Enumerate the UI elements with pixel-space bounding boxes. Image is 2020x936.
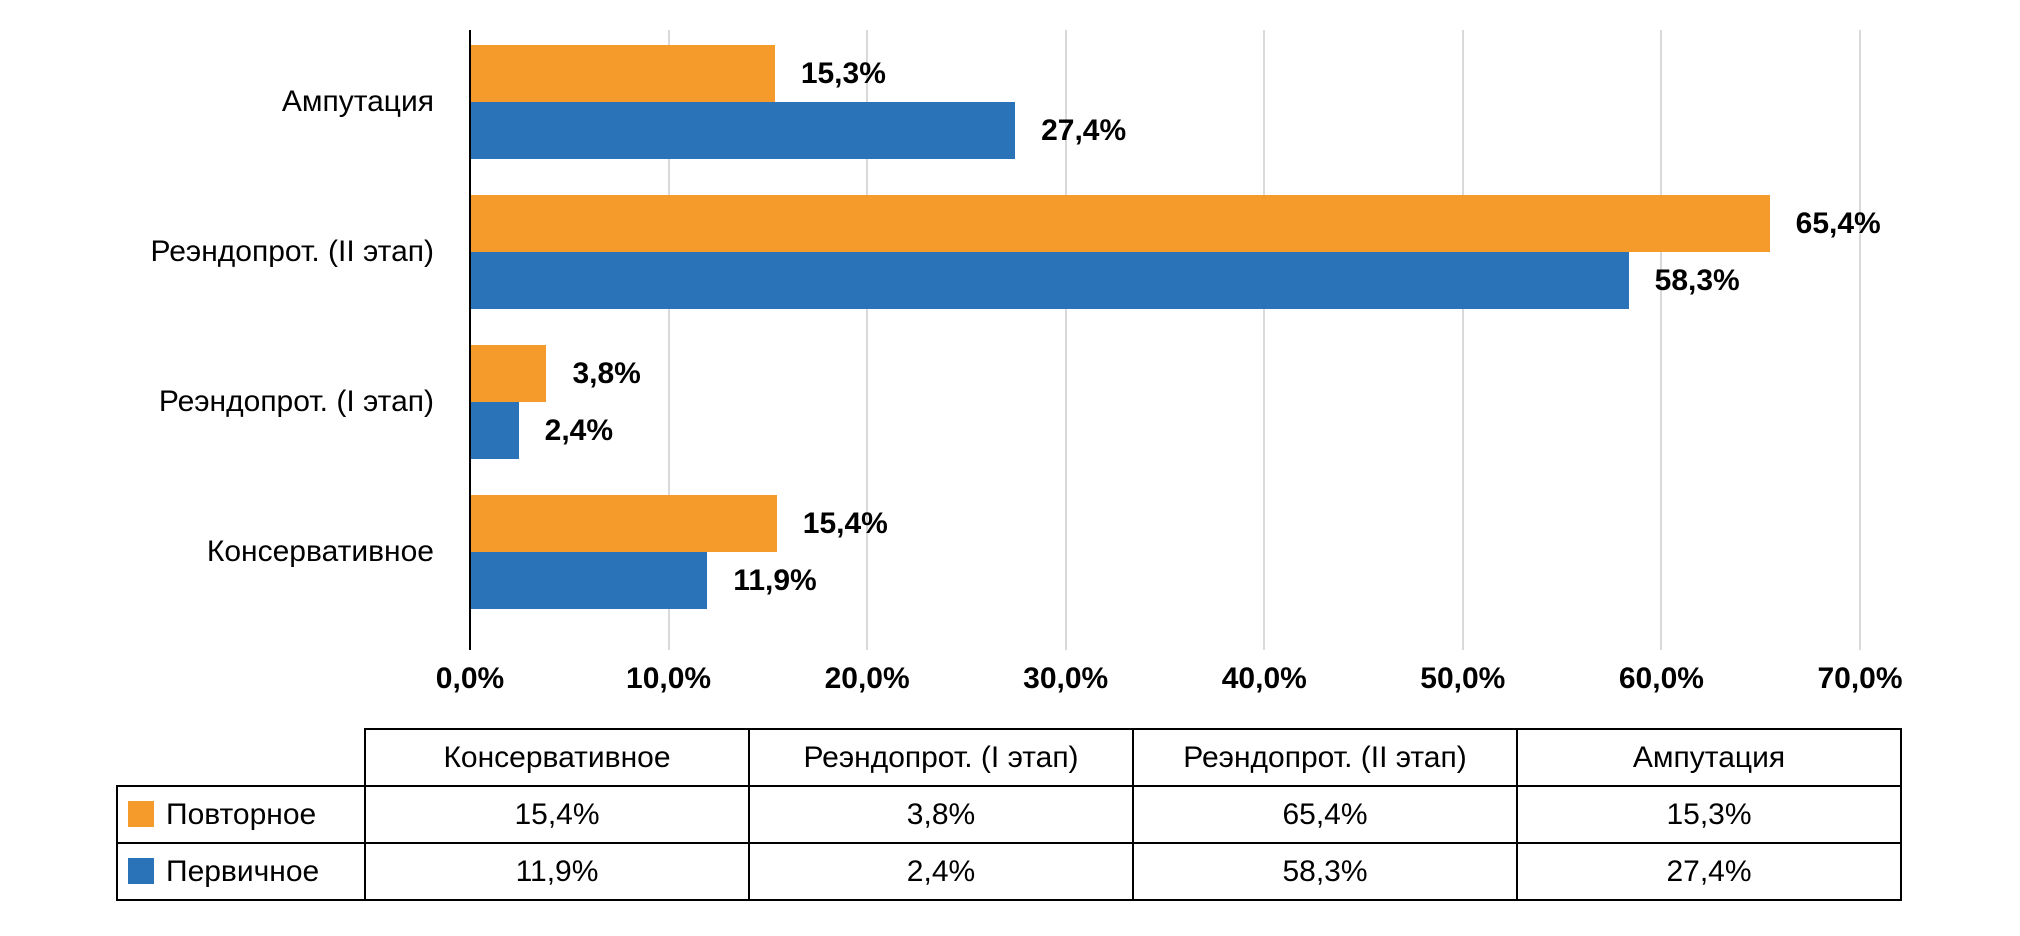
table-header-cell: Реэндопрот. (I этап) bbox=[748, 728, 1134, 787]
x-tick-label: 10,0% bbox=[626, 662, 712, 695]
bar-value-label: 58,3% bbox=[1654, 264, 1740, 297]
table-header-cell: Консервативное bbox=[364, 728, 750, 787]
table-header-row: Консервативное Реэндопрот. (I этап) Реэндо… bbox=[117, 728, 1902, 787]
category-label: Реэндопрот. (II этап) bbox=[150, 235, 434, 268]
gridline bbox=[667, 30, 670, 650]
table-value-cell: 11,9% bbox=[364, 842, 750, 901]
bar-value-label: 2,4% bbox=[544, 414, 614, 447]
table-row: Повторное 15,4% 3,8% 65,4% 15,3% bbox=[116, 785, 1902, 844]
bar-Первичное-Консервативное bbox=[471, 552, 708, 609]
legend-swatch bbox=[128, 800, 154, 827]
bar-value-label: 11,9% bbox=[733, 564, 817, 597]
table-header-cell: Ампутация bbox=[1516, 728, 1902, 787]
category-label: Ампутация bbox=[281, 85, 434, 118]
table-value-cell: 2,4% bbox=[748, 842, 1134, 901]
table-value-cell: 58,3% bbox=[1132, 842, 1518, 901]
x-tick-label: 70,0% bbox=[1817, 662, 1903, 695]
x-tick-label: 40,0% bbox=[1221, 662, 1307, 695]
x-tick-label: 60,0% bbox=[1618, 662, 1704, 695]
legend-swatch bbox=[128, 857, 154, 884]
bar-Повторное-Реэндопрот. (II этап) bbox=[471, 195, 1770, 252]
bar-Повторное-Консервативное bbox=[471, 495, 777, 552]
bar-value-label: 3,8% bbox=[572, 357, 641, 390]
table-header-cell: Реэндопрот. (II этап) bbox=[1132, 728, 1518, 787]
bar-value-label: 15,3% bbox=[800, 57, 886, 90]
x-tick-label: 20,0% bbox=[824, 662, 910, 695]
legend-label: Повторное bbox=[166, 797, 317, 831]
gridline bbox=[866, 30, 869, 650]
table-row: Первичное 11,9% 2,4% 58,3% 27,4% bbox=[116, 842, 1902, 901]
table-value-cell: 65,4% bbox=[1132, 785, 1518, 844]
x-tick-label: 0,0% bbox=[435, 662, 505, 695]
table-value-cell: 3,8% bbox=[748, 785, 1134, 844]
category-label: Реэндопрот. (I этап) bbox=[158, 385, 434, 418]
table-value-cell: 15,4% bbox=[364, 785, 750, 844]
bar-Первичное-Ампутация bbox=[471, 102, 1016, 159]
legend-cell: Первичное bbox=[116, 842, 366, 901]
gridline bbox=[1263, 30, 1266, 650]
bar-Первичное-Реэндопрот. (I этап) bbox=[471, 402, 519, 459]
gridline bbox=[1859, 30, 1861, 650]
gridline bbox=[1461, 30, 1464, 650]
bar-Повторное-Ампутация bbox=[471, 45, 775, 102]
bar-value-label: 27,4% bbox=[1041, 114, 1127, 147]
x-tick-label: 30,0% bbox=[1023, 662, 1109, 695]
bar-Повторное-Реэндопрот. (I этап) bbox=[471, 345, 547, 402]
bar-Первичное-Реэндопрот. (II этап) bbox=[471, 252, 1629, 309]
gridline bbox=[1064, 30, 1067, 650]
y-axis-line bbox=[469, 30, 471, 650]
legend-cell: Повторное bbox=[116, 785, 366, 844]
table-value-cell: 15,3% bbox=[1516, 785, 1902, 844]
table-value-cell: 27,4% bbox=[1516, 842, 1902, 901]
data-table: Консервативное Реэндопрот. (I этап) Реэндо… bbox=[116, 728, 1902, 901]
table-corner-cell bbox=[117, 729, 365, 786]
bar-value-label: 15,4% bbox=[802, 507, 888, 540]
category-label: Консервативное bbox=[206, 535, 434, 568]
legend-label: Первичное bbox=[166, 854, 320, 888]
bar-value-label: 65,4% bbox=[1795, 207, 1881, 240]
gridline bbox=[1660, 30, 1663, 650]
x-tick-label: 50,0% bbox=[1420, 662, 1506, 695]
